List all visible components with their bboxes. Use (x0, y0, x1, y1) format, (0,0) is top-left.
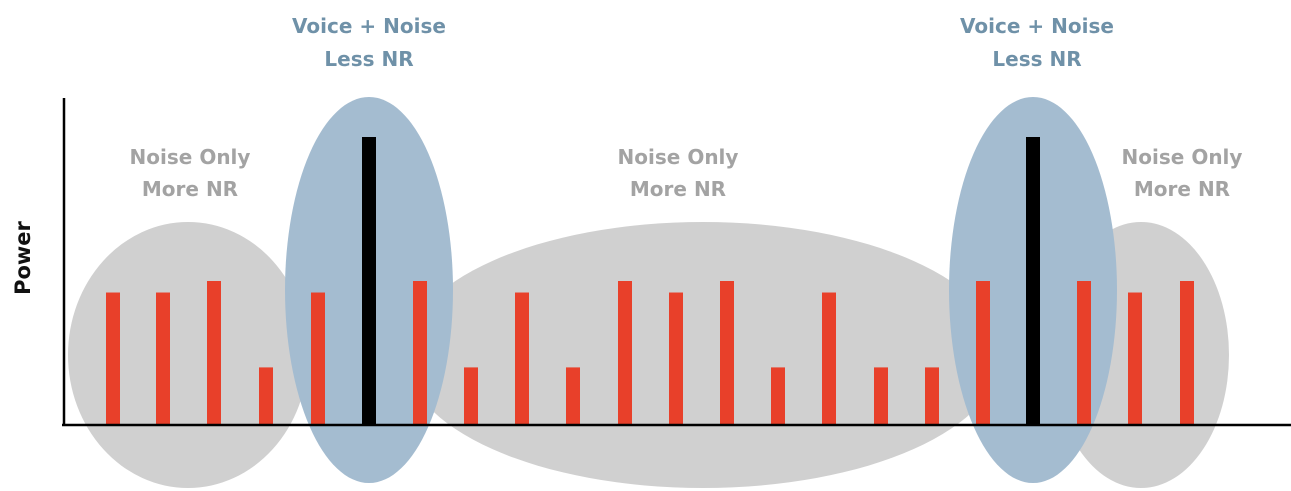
noise-bar-18 (976, 281, 990, 425)
noise-bar-13 (720, 281, 734, 425)
noise-bar-11 (618, 281, 632, 425)
voice-label-right-line1: Voice + Noise (960, 14, 1114, 38)
noise-label-center-line2: More NR (630, 177, 726, 201)
noise-bar-22 (1180, 281, 1194, 425)
voice-label-left-line2: Less NR (324, 47, 413, 71)
noise-bar-21 (1128, 292, 1142, 425)
noise-region-left (68, 222, 308, 488)
region-labels: Noise Only More NR Voice + Noise Less NR… (130, 14, 1243, 201)
noise-bar-17 (925, 367, 939, 425)
noise-label-right: Noise Only More NR (1122, 145, 1243, 201)
y-axis-title: Power (11, 220, 35, 294)
noise-label-left-line2: More NR (142, 177, 238, 201)
noise-bar-9 (515, 292, 529, 425)
noise-bar-7 (413, 281, 427, 425)
noise-bar-4 (259, 367, 273, 425)
noise-bar-5 (311, 292, 325, 425)
noise-region-center (405, 222, 1001, 488)
noise-bar-20 (1077, 281, 1091, 425)
voice-label-right: Voice + Noise Less NR (960, 14, 1114, 71)
voice-bar-19 (1026, 137, 1040, 425)
noise-bar-12 (669, 292, 683, 425)
noise-label-right-line1: Noise Only (1122, 145, 1243, 169)
noise-bar-16 (874, 367, 888, 425)
noise-bar-10 (566, 367, 580, 425)
noise-bar-14 (771, 367, 785, 425)
noise-label-right-line2: More NR (1134, 177, 1230, 201)
noise-bar-15 (822, 292, 836, 425)
voice-label-right-line2: Less NR (992, 47, 1081, 71)
noise-bar-2 (156, 292, 170, 425)
noise-label-center-line1: Noise Only (618, 145, 739, 169)
noise-bar-3 (207, 281, 221, 425)
bars-group (106, 137, 1194, 425)
noise-label-left: Noise Only More NR (130, 145, 251, 201)
noise-bar-1 (106, 292, 120, 425)
noise-label-center: Noise Only More NR (618, 145, 739, 201)
noise-label-left-line1: Noise Only (130, 145, 251, 169)
axes (62, 98, 1291, 427)
voice-label-left: Voice + Noise Less NR (292, 14, 446, 71)
noise-bar-8 (464, 367, 478, 425)
voice-bar-6 (362, 137, 376, 425)
voice-label-left-line1: Voice + Noise (292, 14, 446, 38)
